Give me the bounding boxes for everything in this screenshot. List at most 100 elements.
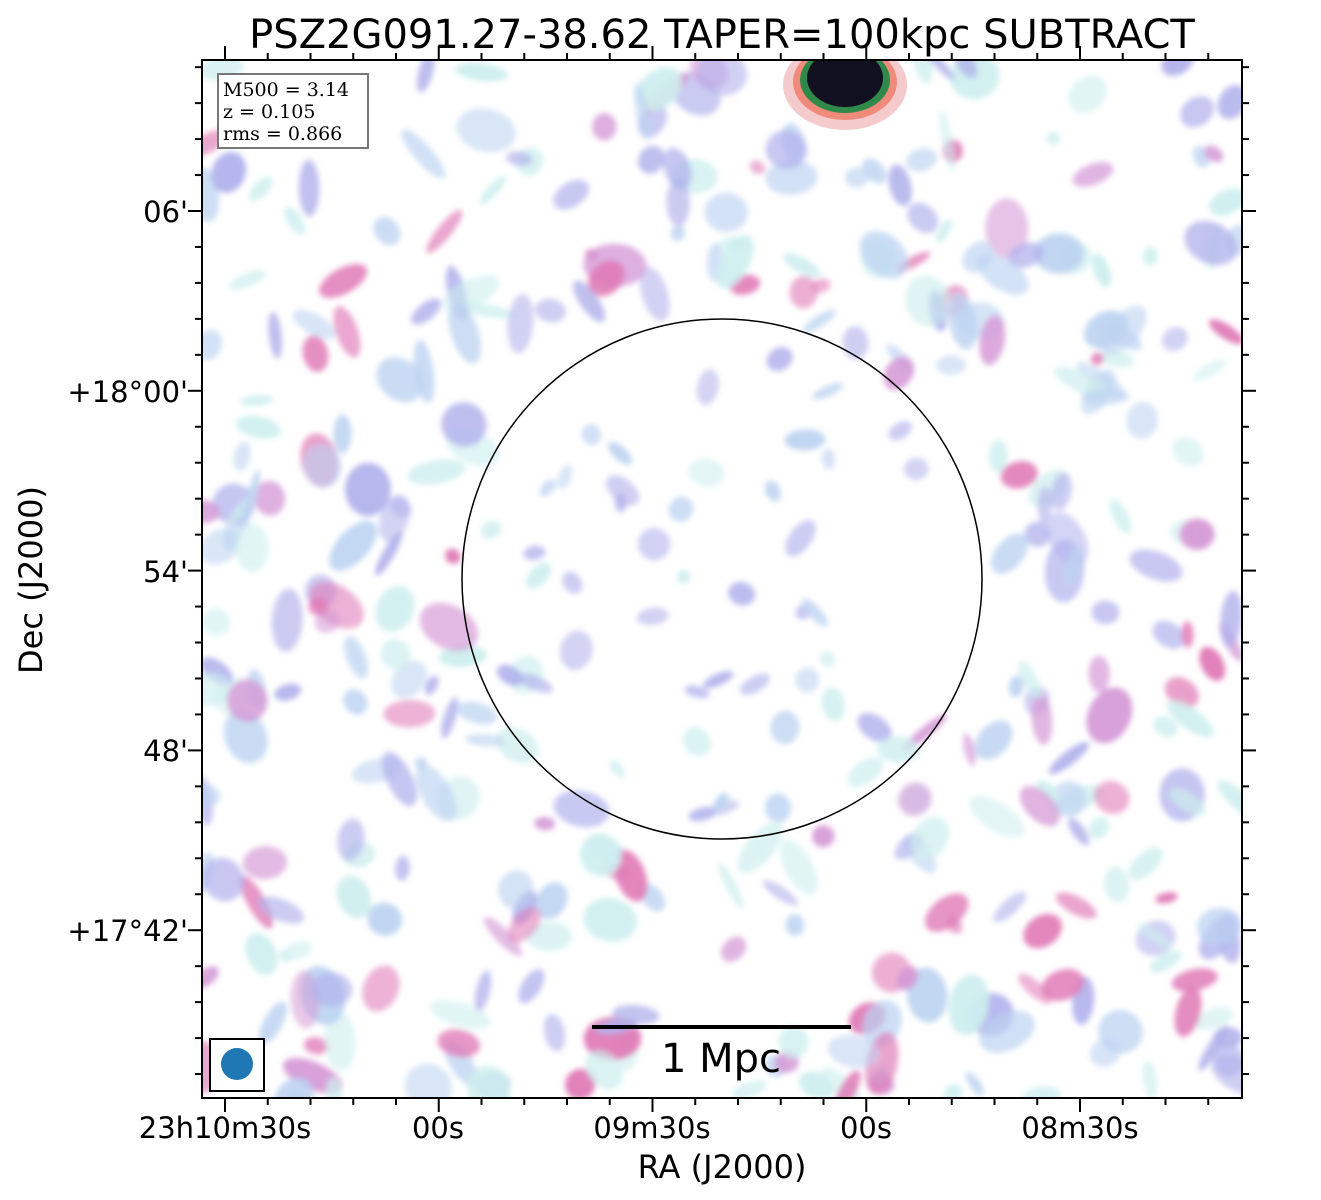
emission-blob (1091, 600, 1120, 625)
emission-blob (1082, 388, 1127, 406)
emission-blob (525, 562, 551, 589)
emission-blob (375, 531, 403, 576)
emission-blob (979, 1010, 1035, 1053)
emission-blob (770, 710, 800, 745)
emission-blob (202, 130, 227, 157)
emission-blob (819, 651, 836, 668)
emission-blob (636, 67, 683, 111)
emission-blob (303, 1037, 329, 1055)
emission-blob (1196, 907, 1242, 946)
emission-blob (1179, 518, 1215, 551)
emission-blob (333, 306, 361, 358)
emission-blob (496, 727, 539, 764)
emission-blob (713, 792, 729, 812)
emission-blob (783, 253, 821, 278)
emission-blob (498, 870, 534, 909)
emission-blob (584, 1050, 624, 1090)
emission-blob (337, 818, 365, 861)
emission-blob (242, 846, 288, 880)
emission-blob (465, 733, 505, 747)
emission-blob (1181, 621, 1194, 648)
emission-blob (739, 673, 770, 696)
emission-blob (979, 315, 1006, 366)
emission-blob (429, 1000, 491, 1029)
emission-blob (302, 335, 329, 372)
emission-blob (274, 683, 302, 701)
emission-blob (1137, 923, 1173, 949)
emission-blob (708, 800, 740, 816)
emission-blob (413, 339, 435, 403)
emission-blob (248, 177, 273, 201)
emission-blob (1050, 472, 1072, 511)
emission-blob (526, 921, 573, 951)
emission-blob (535, 882, 568, 920)
emission-blob (1161, 60, 1194, 76)
emission-blob (441, 697, 459, 739)
emission-blob (1204, 145, 1224, 163)
emission-blob (910, 816, 950, 860)
emission-blob (925, 893, 969, 932)
emission-blob (336, 875, 372, 919)
emission-blob (888, 164, 912, 206)
emission-blob (303, 444, 342, 488)
emission-blob (1153, 716, 1178, 737)
emission-blob (373, 216, 401, 246)
emission-blob (977, 254, 1029, 295)
emission-blob (268, 311, 283, 359)
emission-blob (426, 209, 463, 254)
emission-blob (749, 160, 766, 175)
emission-blob (636, 607, 669, 626)
emission-blob (324, 1011, 356, 1072)
emission-blob (553, 790, 610, 828)
emission-blob (833, 1070, 861, 1098)
emission-blob (1166, 700, 1214, 738)
emission-blob (343, 688, 368, 715)
emission-blob (821, 687, 845, 722)
emission-blob (613, 850, 648, 902)
emission-blob (457, 701, 498, 725)
emission-blob (1046, 131, 1060, 145)
emission-blob (1213, 1043, 1242, 1077)
emission-blob (877, 736, 920, 763)
emission-blob (211, 151, 247, 193)
emission-blob (441, 402, 487, 447)
bright-source-core (807, 60, 883, 107)
emission-blob (329, 520, 378, 571)
emission-blob (637, 527, 671, 561)
emission-blob (202, 857, 245, 902)
emission-blob (202, 608, 231, 637)
info-rms: rms = 0.866 (223, 123, 342, 145)
emission-blob (638, 145, 665, 174)
emission-blob (728, 581, 756, 606)
emission-blob (904, 275, 951, 327)
emission-blob (202, 528, 240, 565)
emission-blob (1209, 188, 1242, 216)
emission-blob (785, 519, 816, 557)
emission-blob (798, 1071, 835, 1098)
emission-blob (1018, 973, 1052, 1004)
emission-blob (479, 176, 507, 205)
emission-blob (1023, 913, 1063, 949)
emission-blob (298, 159, 320, 217)
emission-blob (376, 357, 424, 403)
emission-blob (939, 110, 955, 172)
emission-blob (308, 597, 328, 616)
emission-blob (991, 533, 1029, 574)
emission-blob (903, 714, 948, 751)
emission-blob (936, 355, 967, 375)
emission-blob (1155, 892, 1178, 904)
emission-blob (731, 1080, 767, 1098)
emission-blob (803, 309, 836, 333)
emission-blob (896, 966, 919, 991)
x-tick-label: 23h10m30s (139, 1111, 311, 1145)
emission-blob (1024, 521, 1051, 547)
emission-blob (223, 710, 268, 764)
emission-blob (1180, 96, 1215, 128)
emission-blob (581, 424, 602, 446)
emission-blob (988, 439, 1008, 473)
emission-blob (333, 414, 352, 454)
x-tick-label: 00s (840, 1111, 892, 1145)
emission-blob (310, 972, 353, 1007)
emission-blob (235, 415, 281, 439)
